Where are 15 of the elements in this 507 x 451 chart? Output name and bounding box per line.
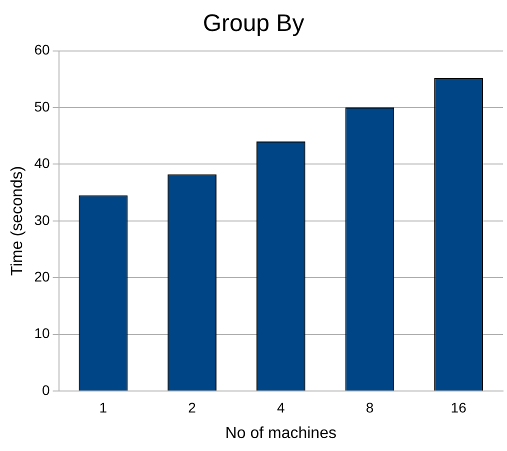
y-tick-label: 50	[34, 98, 50, 114]
y-tick-label: 60	[34, 42, 50, 58]
y-tick-label: 10	[34, 325, 50, 342]
x-tick-label: 1	[99, 399, 108, 416]
x-tick-label: 16	[450, 399, 467, 416]
x-tick-label: 4	[276, 399, 285, 416]
y-axis-title: Time (seconds)	[9, 166, 26, 276]
y-tick-label: 40	[34, 155, 50, 172]
x-tick-label: 8	[366, 399, 374, 416]
x-axis-title: No of machines	[225, 424, 336, 442]
y-tick-label: 30	[34, 212, 50, 228]
y-tick-label: 20	[34, 268, 50, 284]
y-tick-label: 0	[42, 382, 50, 398]
chart-title: Group By	[202, 10, 304, 38]
x-tick-label: 2	[188, 399, 196, 416]
